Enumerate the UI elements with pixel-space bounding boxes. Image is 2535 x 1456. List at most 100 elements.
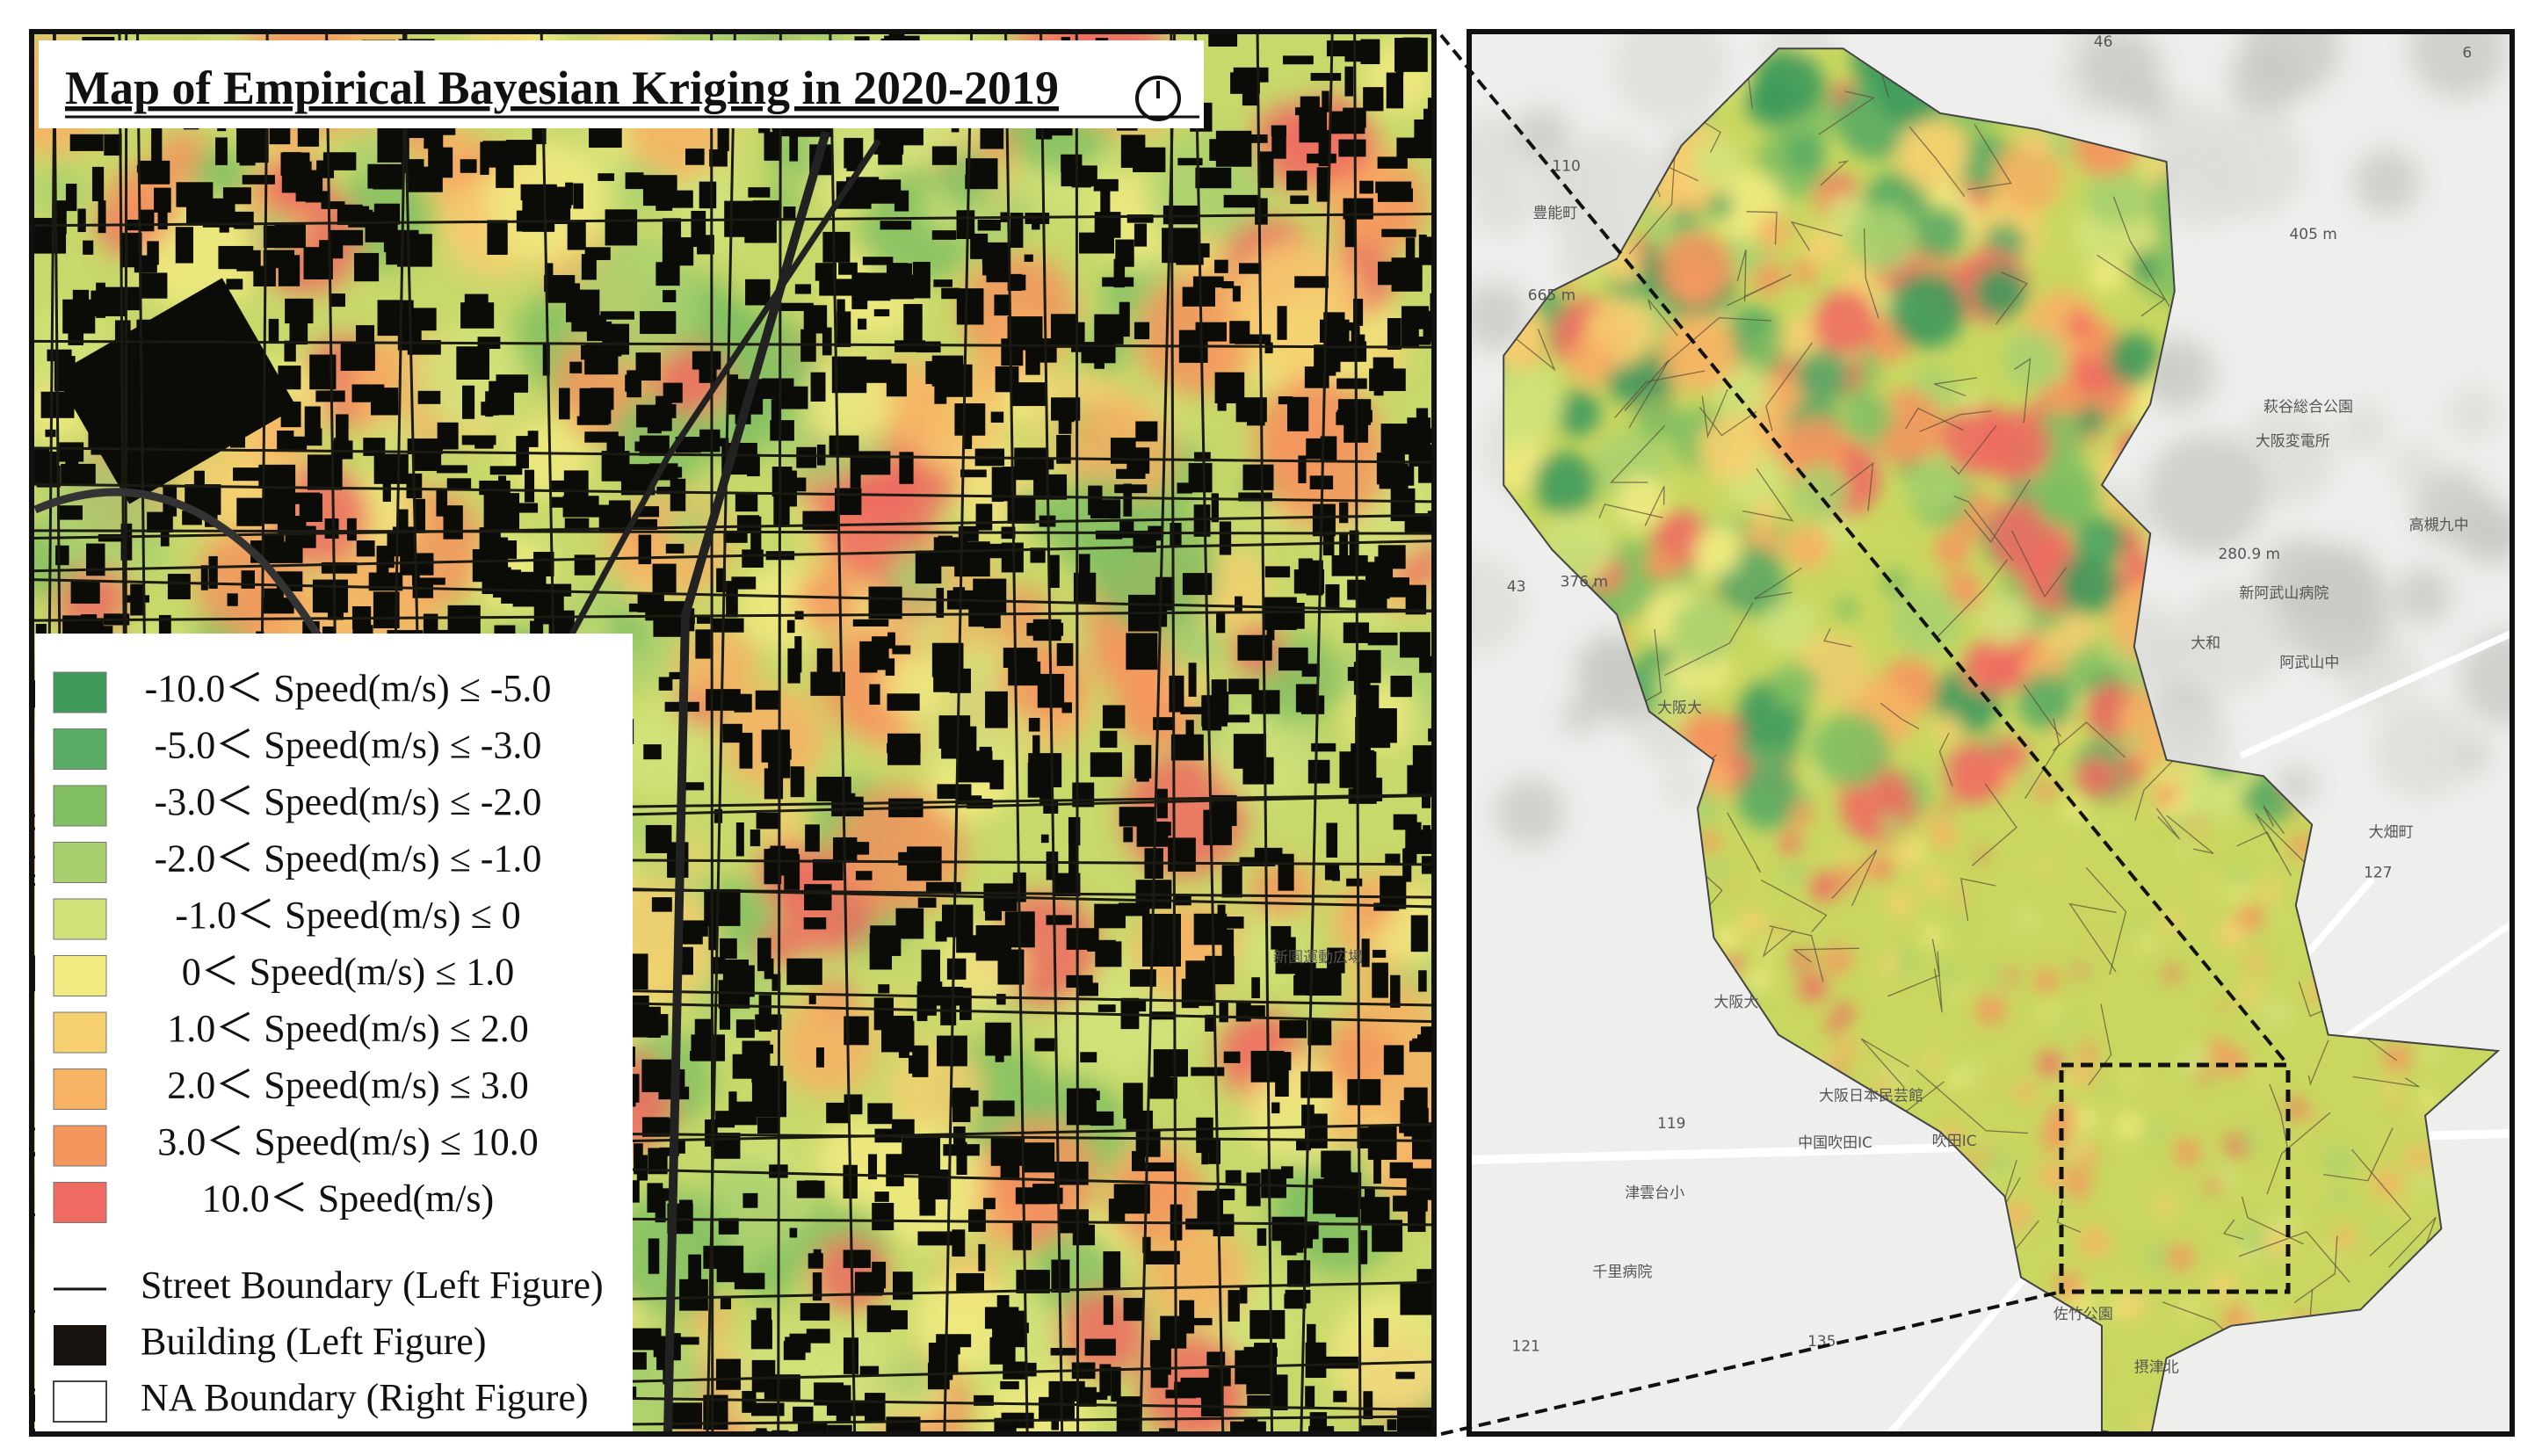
building: [1346, 878, 1363, 887]
legend-label: -1.0＜ Speed(m/s) ≤ 0: [175, 894, 520, 937]
building: [935, 921, 947, 942]
na-boundary: [1964, 479, 2031, 543]
map-label: 大阪大: [1657, 699, 1702, 717]
relief: [1469, 282, 1530, 351]
building: [960, 469, 987, 478]
building: [996, 994, 1006, 1005]
building: [1385, 853, 1401, 865]
heat-blob: [2118, 786, 2133, 800]
relief: [1515, 106, 1570, 162]
building: [1051, 1416, 1059, 1431]
building: [462, 385, 475, 419]
building: [745, 279, 771, 306]
legend-label: -3.0＜ Speed(m/s) ≤ -2.0: [155, 780, 542, 823]
building: [641, 1059, 672, 1092]
heat-blob: [1791, 949, 1813, 970]
heat-blob: [1988, 1152, 2010, 1175]
building: [1223, 194, 1258, 208]
relief: [2391, 443, 2441, 492]
building: [373, 453, 409, 484]
building: [218, 245, 254, 270]
building: [1322, 91, 1329, 112]
heat-blob: [2405, 1145, 2431, 1171]
heat-blob: [2261, 998, 2292, 1029]
building: [1144, 1162, 1175, 1172]
building: [278, 255, 301, 286]
relief: [2228, 42, 2302, 117]
heat-blob: [2003, 969, 2017, 984]
na-boundary: [2352, 1076, 2420, 1088]
na-boundary: [2068, 902, 2117, 973]
building: [1176, 247, 1204, 265]
building: [895, 908, 924, 939]
heat-blob: [1897, 118, 1969, 190]
building: [1023, 1142, 1055, 1173]
building: [1417, 1034, 1426, 1042]
building: [479, 480, 511, 496]
building: [628, 1019, 654, 1038]
na-boundary: [1967, 124, 2012, 191]
heat-blob: [1973, 265, 2026, 319]
building: [1116, 468, 1146, 479]
heat-blob: [2073, 1107, 2097, 1131]
building: [1336, 411, 1372, 425]
relief: [2293, 543, 2383, 634]
building: [1094, 314, 1124, 344]
building: [1334, 964, 1344, 972]
legend-swatch: [53, 898, 107, 940]
building: [1025, 1362, 1037, 1377]
na-boundary: [1727, 812, 1762, 873]
heat-blob: [2278, 914, 2292, 928]
building: [773, 495, 790, 525]
relief: [2082, 32, 2163, 110]
relief: [2180, 583, 2288, 692]
building: [1279, 1020, 1307, 1039]
building: [1084, 1338, 1116, 1356]
building: [285, 298, 314, 324]
building: [874, 1192, 889, 1202]
building: [1088, 485, 1103, 516]
building: [699, 429, 721, 453]
building: [1271, 1216, 1305, 1242]
building: [908, 1055, 926, 1074]
building: [994, 294, 1010, 316]
heat-blob: [2174, 1139, 2200, 1165]
building: [1028, 717, 1040, 732]
map-label: 大阪大: [1713, 994, 1758, 1011]
building: [1026, 622, 1064, 636]
building: [890, 1310, 908, 1329]
building: [843, 1337, 859, 1374]
heat-blob: [2239, 1131, 2259, 1151]
building: [1215, 1188, 1235, 1200]
heat-blob: [2017, 673, 2075, 730]
heat-blob: [2226, 779, 2235, 789]
building: [414, 498, 426, 533]
map-labels: 豊能町 665 m 405 m 376 m 280.9 m 萩谷総合公園大阪変電所高槻九中…: [1507, 33, 2472, 1377]
building: [461, 435, 496, 445]
building: [917, 897, 937, 908]
building: [1405, 584, 1427, 615]
heat-blob: [1880, 864, 1893, 878]
building: [867, 1154, 878, 1180]
heat-blob: [1960, 1061, 1982, 1082]
building: [985, 1022, 1011, 1056]
building: [1383, 456, 1401, 486]
building: [1030, 547, 1046, 563]
heat-blob: [1669, 599, 1735, 664]
building: [785, 1336, 804, 1350]
building: [643, 744, 662, 760]
building: [656, 486, 679, 495]
building: [956, 288, 984, 325]
heat-blob: [2042, 1004, 2058, 1020]
building: [1361, 938, 1370, 967]
building: [1126, 1001, 1147, 1012]
heat-blob: [1503, 429, 1548, 494]
heat-blob: [1671, 206, 1697, 231]
building: [1185, 960, 1209, 980]
na-boundary: [1818, 91, 1876, 135]
building: [709, 149, 728, 167]
building: [1103, 1295, 1113, 1325]
building: [1043, 799, 1059, 814]
heat-blob: [2114, 1112, 2142, 1140]
building: [1249, 1309, 1286, 1339]
